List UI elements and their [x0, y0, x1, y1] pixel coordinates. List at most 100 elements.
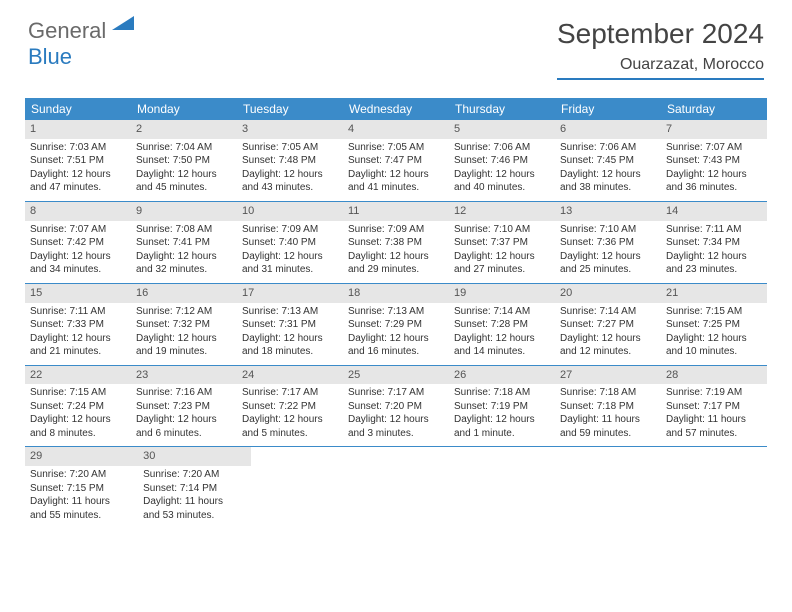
day-sr: Sunrise: 7:09 AM	[242, 223, 338, 237]
day-sr: Sunrise: 7:06 AM	[560, 141, 656, 155]
weekday-header-row: SundayMondayTuesdayWednesdayThursdayFrid…	[25, 98, 767, 120]
day-d1: Daylight: 11 hours	[560, 413, 656, 427]
day-sr: Sunrise: 7:17 AM	[242, 386, 338, 400]
weekday-header: Tuesday	[237, 98, 343, 120]
day-cell: 12Sunrise: 7:10 AMSunset: 7:37 PMDayligh…	[449, 202, 555, 283]
day-cell: 15Sunrise: 7:11 AMSunset: 7:33 PMDayligh…	[25, 284, 131, 365]
day-d1: Daylight: 12 hours	[348, 413, 444, 427]
day-cell: 26Sunrise: 7:18 AMSunset: 7:19 PMDayligh…	[449, 366, 555, 447]
day-ss: Sunset: 7:50 PM	[136, 154, 232, 168]
day-d2: and 3 minutes.	[348, 427, 444, 441]
day-cell: 7Sunrise: 7:07 AMSunset: 7:43 PMDaylight…	[661, 120, 767, 201]
weekday-header: Thursday	[449, 98, 555, 120]
day-sr: Sunrise: 7:09 AM	[348, 223, 444, 237]
logo-text-blue: Blue	[28, 44, 72, 69]
day-ss: Sunset: 7:47 PM	[348, 154, 444, 168]
day-d1: Daylight: 12 hours	[242, 168, 338, 182]
day-d2: and 10 minutes.	[666, 345, 762, 359]
day-ss: Sunset: 7:37 PM	[454, 236, 550, 250]
day-sr: Sunrise: 7:14 AM	[560, 305, 656, 319]
day-d1: Daylight: 12 hours	[30, 332, 126, 346]
empty-cell	[458, 447, 561, 528]
day-number: 20	[555, 284, 661, 303]
day-number: 22	[25, 366, 131, 385]
day-d2: and 43 minutes.	[242, 181, 338, 195]
day-number: 23	[131, 366, 237, 385]
day-cell: 4Sunrise: 7:05 AMSunset: 7:47 PMDaylight…	[343, 120, 449, 201]
day-number: 12	[449, 202, 555, 221]
day-sr: Sunrise: 7:14 AM	[454, 305, 550, 319]
day-d1: Daylight: 12 hours	[30, 413, 126, 427]
location-underline	[557, 78, 764, 80]
day-d1: Daylight: 12 hours	[666, 168, 762, 182]
day-cell: 30Sunrise: 7:20 AMSunset: 7:14 PMDayligh…	[138, 447, 251, 528]
day-number: 15	[25, 284, 131, 303]
week-row: 22Sunrise: 7:15 AMSunset: 7:24 PMDayligh…	[25, 365, 767, 447]
day-ss: Sunset: 7:46 PM	[454, 154, 550, 168]
day-ss: Sunset: 7:45 PM	[560, 154, 656, 168]
day-d2: and 38 minutes.	[560, 181, 656, 195]
logo: General	[28, 18, 136, 44]
day-ss: Sunset: 7:19 PM	[454, 400, 550, 414]
day-cell: 1Sunrise: 7:03 AMSunset: 7:51 PMDaylight…	[25, 120, 131, 201]
day-number: 4	[343, 120, 449, 139]
day-number: 29	[25, 447, 138, 466]
day-d2: and 23 minutes.	[666, 263, 762, 277]
empty-cell	[251, 447, 354, 528]
day-number: 8	[25, 202, 131, 221]
day-d2: and 25 minutes.	[560, 263, 656, 277]
day-d2: and 29 minutes.	[348, 263, 444, 277]
weekday-header: Saturday	[661, 98, 767, 120]
day-sr: Sunrise: 7:18 AM	[560, 386, 656, 400]
day-d2: and 8 minutes.	[30, 427, 126, 441]
day-number: 19	[449, 284, 555, 303]
day-ss: Sunset: 7:38 PM	[348, 236, 444, 250]
day-ss: Sunset: 7:32 PM	[136, 318, 232, 332]
day-sr: Sunrise: 7:04 AM	[136, 141, 232, 155]
day-number: 14	[661, 202, 767, 221]
day-number: 25	[343, 366, 449, 385]
day-cell: 19Sunrise: 7:14 AMSunset: 7:28 PMDayligh…	[449, 284, 555, 365]
day-d1: Daylight: 12 hours	[30, 250, 126, 264]
day-sr: Sunrise: 7:10 AM	[560, 223, 656, 237]
day-cell: 11Sunrise: 7:09 AMSunset: 7:38 PMDayligh…	[343, 202, 449, 283]
day-sr: Sunrise: 7:07 AM	[30, 223, 126, 237]
day-d2: and 47 minutes.	[30, 181, 126, 195]
day-sr: Sunrise: 7:15 AM	[30, 386, 126, 400]
day-number: 13	[555, 202, 661, 221]
day-d2: and 55 minutes.	[30, 509, 133, 523]
day-number: 11	[343, 202, 449, 221]
weekday-header: Monday	[131, 98, 237, 120]
day-number: 21	[661, 284, 767, 303]
day-sr: Sunrise: 7:05 AM	[242, 141, 338, 155]
calendar: SundayMondayTuesdayWednesdayThursdayFrid…	[25, 98, 767, 528]
day-ss: Sunset: 7:24 PM	[30, 400, 126, 414]
empty-cell	[664, 447, 767, 528]
day-sr: Sunrise: 7:11 AM	[666, 223, 762, 237]
day-cell: 5Sunrise: 7:06 AMSunset: 7:46 PMDaylight…	[449, 120, 555, 201]
week-row: 29Sunrise: 7:20 AMSunset: 7:15 PMDayligh…	[25, 446, 767, 528]
day-cell: 3Sunrise: 7:05 AMSunset: 7:48 PMDaylight…	[237, 120, 343, 201]
day-d1: Daylight: 12 hours	[242, 413, 338, 427]
day-sr: Sunrise: 7:05 AM	[348, 141, 444, 155]
day-sr: Sunrise: 7:03 AM	[30, 141, 126, 155]
day-cell: 20Sunrise: 7:14 AMSunset: 7:27 PMDayligh…	[555, 284, 661, 365]
day-ss: Sunset: 7:23 PM	[136, 400, 232, 414]
day-d2: and 27 minutes.	[454, 263, 550, 277]
logo-triangle-icon	[112, 14, 134, 35]
day-d1: Daylight: 12 hours	[454, 332, 550, 346]
day-d1: Daylight: 11 hours	[30, 495, 133, 509]
day-d1: Daylight: 12 hours	[136, 413, 232, 427]
day-cell: 6Sunrise: 7:06 AMSunset: 7:45 PMDaylight…	[555, 120, 661, 201]
day-d1: Daylight: 12 hours	[136, 250, 232, 264]
day-number: 30	[138, 447, 251, 466]
day-ss: Sunset: 7:42 PM	[30, 236, 126, 250]
day-cell: 17Sunrise: 7:13 AMSunset: 7:31 PMDayligh…	[237, 284, 343, 365]
day-ss: Sunset: 7:15 PM	[30, 482, 133, 496]
day-ss: Sunset: 7:20 PM	[348, 400, 444, 414]
day-d1: Daylight: 12 hours	[666, 332, 762, 346]
day-d2: and 40 minutes.	[454, 181, 550, 195]
day-number: 2	[131, 120, 237, 139]
day-ss: Sunset: 7:14 PM	[143, 482, 246, 496]
day-ss: Sunset: 7:18 PM	[560, 400, 656, 414]
